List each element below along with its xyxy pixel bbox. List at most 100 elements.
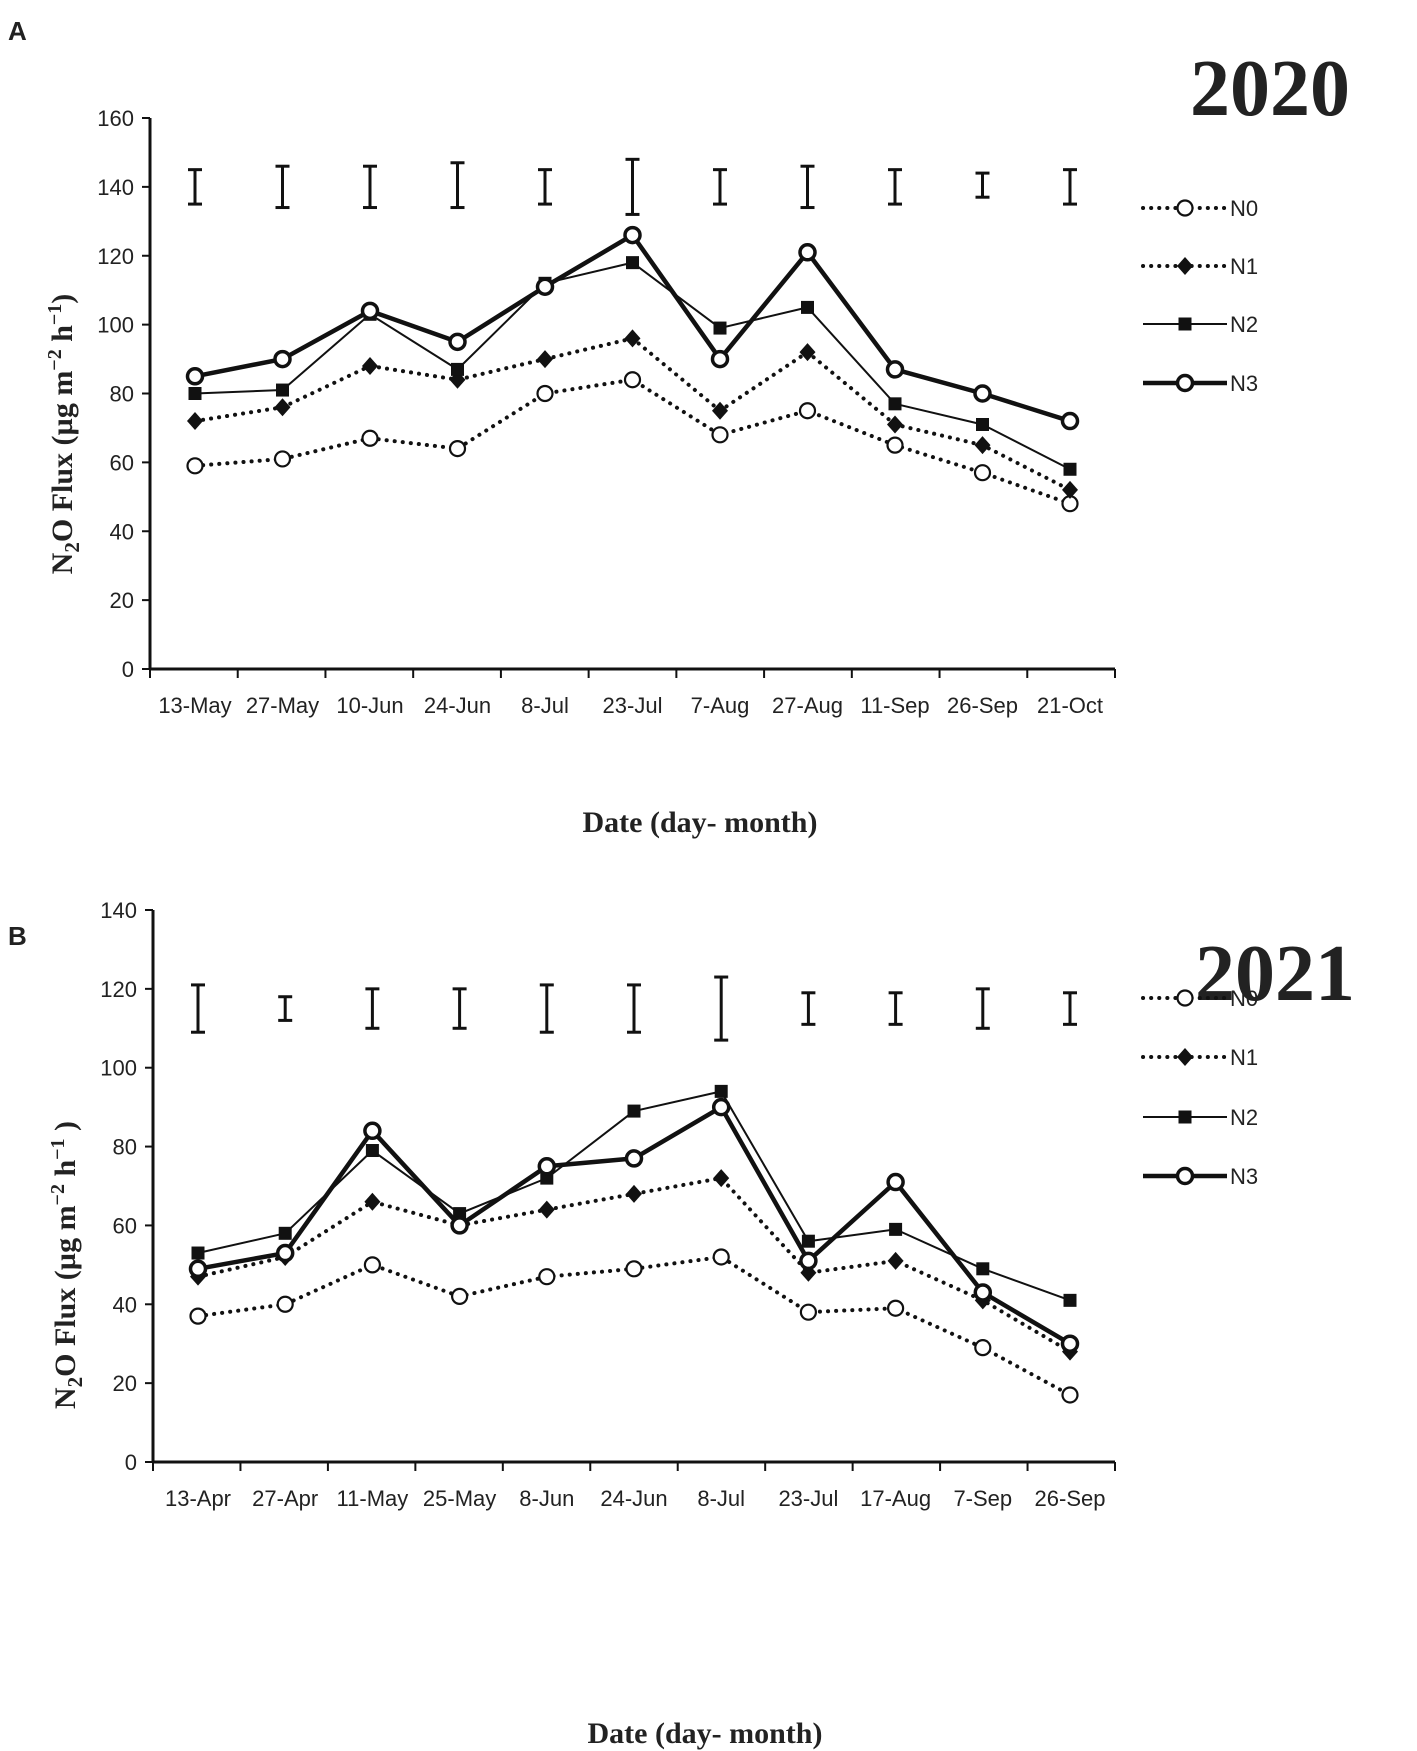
panel-b-series-n2-marker-square — [191, 1246, 205, 1260]
panel-a-error-bar — [1063, 168, 1077, 206]
panel-b-y-tick-label: 60 — [113, 1213, 137, 1238]
panel-b-error-bar — [191, 983, 205, 1034]
panel-a-series-n3-marker-ring — [360, 301, 380, 321]
panel-b-legend-label: N2 — [1230, 1105, 1258, 1130]
panel-a-series-n3-marker-ring — [885, 360, 905, 379]
panel-a-y-tick-label: 40 — [110, 519, 134, 544]
panel-a-series-n2-marker-square — [188, 387, 202, 400]
panel-a-legend-label: N0 — [1230, 196, 1258, 221]
panel-b-error-bar — [801, 991, 816, 1026]
panel-a-series-n2 — [188, 256, 1077, 476]
panel-b-legend-label: N0 — [1230, 986, 1258, 1011]
panel-a-error-bar — [975, 171, 990, 199]
panel-b-legend-item-n2: N2 — [1143, 1105, 1258, 1130]
panel-a-y-tick-label: 0 — [122, 657, 134, 682]
panel-a-x-tick-label: 27-Aug — [772, 693, 843, 718]
panel-b-error-bar — [1063, 991, 1077, 1026]
panel-a-chart: A 2020 Date (day- month) N2O Flux (µg m−… — [8, 16, 1350, 839]
panel-a-legend-item-n1: N1 — [1141, 254, 1258, 279]
panel-b-series-n1-marker-diamond — [538, 1200, 555, 1219]
panel-a-series-n1-marker-diamond — [974, 436, 991, 455]
panel-b-legend-label: N1 — [1230, 1045, 1258, 1070]
panel-a-x-tick-label: 21-Oct — [1037, 693, 1103, 718]
panel-a-series-n0-marker-open-circle — [973, 464, 992, 482]
panel-a-error-bar — [275, 164, 290, 210]
panel-a-series-n0 — [186, 371, 1079, 513]
panel-b-error-bar — [975, 987, 990, 1030]
panel-b-series-n0-marker-open-circle — [712, 1248, 730, 1266]
panel-b-series-n1-marker-diamond — [364, 1192, 381, 1211]
panel-a-series-n1-marker-diamond — [537, 350, 553, 369]
ylabel-part: h — [49, 1160, 82, 1185]
panel-b-legend-marker-ring — [1175, 1166, 1195, 1186]
panel-b-x-tick-label: 8-Jun — [519, 1486, 574, 1511]
panel-b-series-n0-marker-open-circle — [451, 1287, 469, 1306]
panel-a-series-n3-marker-ring — [798, 243, 817, 262]
panel-b-error-bar — [714, 975, 729, 1042]
ylabel-part: ) — [46, 294, 79, 304]
panel-b-series-n3-marker-ring — [275, 1243, 295, 1263]
panel-a-series-n1-marker-diamond — [1062, 480, 1078, 499]
panel-a-series-n0-marker-open-circle — [448, 440, 467, 458]
panel-a-series-n3-marker-ring — [185, 367, 205, 386]
panel-b-series-n3-marker-ring — [886, 1172, 905, 1192]
panel-b-series-n3-marker-ring — [711, 1097, 731, 1117]
panel-a-series-n2-marker-square — [451, 362, 464, 376]
panel-a-error-bar — [800, 164, 815, 210]
panel-a-error-bar — [188, 168, 202, 206]
panel-b-x-tick-label: 26-Sep — [1035, 1486, 1106, 1511]
panel-b-legend-label: N3 — [1230, 1164, 1258, 1189]
panel-b-chart: B 2021 Date (day- month) N2O Flux (µg m−… — [8, 898, 1355, 1750]
panel-b-series-n0-marker-open-circle — [538, 1268, 556, 1286]
panel-b-series-n3-marker-ring — [624, 1149, 644, 1168]
panel-a-x-tick-label: 8-Jul — [521, 693, 569, 718]
panel-a-series-n3-marker-ring — [448, 332, 467, 352]
panel-b-y-tick-label: 140 — [100, 898, 137, 923]
panel-a-legend-marker-open-circle — [1176, 199, 1194, 217]
panel-a-error-bar — [713, 168, 727, 206]
panel-b-x-tick-label: 17-Aug — [860, 1486, 931, 1511]
panel-a-error-bar — [625, 157, 640, 216]
panel-a-x-tick-label: 27-May — [246, 693, 319, 718]
ylabel-part: 2 — [60, 542, 84, 553]
panel-a-series-n0-marker-open-circle — [798, 402, 817, 420]
panel-b-error-bar — [365, 987, 380, 1030]
panel-b-series-n3-marker-ring — [973, 1283, 993, 1302]
panel-a-series-n1-marker-diamond — [362, 356, 378, 375]
panel-b-series-n2-marker-square — [365, 1144, 379, 1158]
panel-a-y-tick-label: 60 — [110, 450, 134, 475]
panel-a-series-n2-marker-square — [1063, 462, 1077, 476]
panel-a-x-tick-label: 24-Jun — [424, 693, 491, 718]
panel-b-y-tick-label: 80 — [113, 1135, 137, 1160]
panel-b-y-tick-label: 40 — [113, 1292, 137, 1317]
panel-a-series-n3 — [185, 225, 1080, 431]
panel-b-series-n3-marker-ring — [799, 1251, 818, 1271]
panel-a-series-n1-marker-diamond — [799, 343, 816, 362]
panel-b-series-n2-marker-square — [976, 1262, 990, 1276]
panel-a-y-tick-label: 120 — [97, 244, 134, 269]
panel-a-series-n1-marker-diamond — [624, 329, 641, 348]
panel-a-y-tick-label: 20 — [110, 588, 134, 613]
ylabel-part: O Flux (µg m — [46, 371, 79, 542]
panel-a-x-tick-label: 26-Sep — [947, 693, 1018, 718]
panel-a-series-n0-marker-open-circle — [361, 429, 379, 447]
panel-b-legend-item-n0: N0 — [1141, 986, 1258, 1011]
panel-b-series-n3-marker-ring — [188, 1259, 208, 1279]
panel-a-y-axis-title: N2O Flux (µg m−2 h−1) — [44, 294, 84, 575]
panel-b-legend-marker-diamond — [1177, 1048, 1193, 1066]
panel-a-error-bar — [450, 161, 465, 210]
panel-a-series-n3-marker-ring — [623, 225, 642, 245]
panel-b-series-n3-marker-ring — [537, 1157, 557, 1176]
panel-a-series-n0-marker-open-circle — [623, 371, 642, 389]
panel-a-legend-label: N3 — [1230, 371, 1258, 396]
panel-a-series-n2-marker-square — [801, 300, 814, 314]
panel-a-series-n2-marker-square — [976, 417, 989, 431]
panel-b-series-n0-marker-open-circle — [799, 1303, 818, 1321]
panel-a-series-n0-marker-open-circle — [186, 457, 204, 475]
panel-b-series-n2-marker-square — [1063, 1293, 1077, 1307]
panel-b-series-n3-marker-ring — [363, 1121, 382, 1141]
panel-a-series-n3-marker-ring — [535, 277, 555, 296]
panel-b-series-n1-marker-diamond — [626, 1184, 642, 1203]
panel-a-x-tick-label: 13-May — [158, 693, 231, 718]
